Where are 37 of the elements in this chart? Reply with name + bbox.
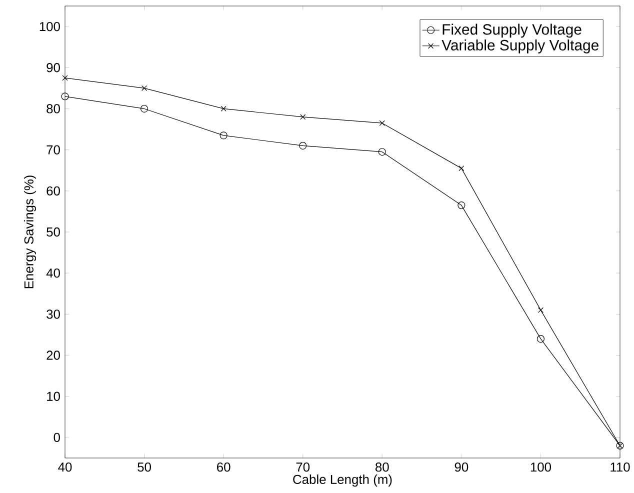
x-tick-label: 70 <box>296 462 310 472</box>
point <box>458 202 466 210</box>
y-tick-label: 0 <box>54 432 60 442</box>
x-tick-label: 90 <box>454 462 468 472</box>
y-tick-label: 60 <box>46 186 60 196</box>
point <box>62 75 68 81</box>
y-axis-title: Energy Savings (%) <box>24 176 36 288</box>
point <box>379 120 385 126</box>
point <box>536 335 545 343</box>
y-tick-label: 10 <box>47 392 60 401</box>
y-tick-label: 50 <box>46 227 60 237</box>
x-tick-label: 40 <box>58 462 72 472</box>
point <box>140 104 148 113</box>
point <box>458 166 464 172</box>
x-tick-label: 100 <box>530 462 552 472</box>
y-tick-label: 40 <box>46 268 60 278</box>
y-tick-label: 80 <box>46 104 60 114</box>
y-tick-label: 20 <box>46 350 60 360</box>
point <box>378 148 386 156</box>
y-tick-label: 90 <box>46 63 60 72</box>
y-tick-label: 70 <box>46 145 60 154</box>
legend-label: Variable Supply Voltage <box>442 40 598 54</box>
x-tick-label: 50 <box>138 462 151 472</box>
legend-label: Fixed Supply Voltage <box>442 24 582 38</box>
x-tick-label: 110 <box>610 462 630 472</box>
point <box>300 114 306 120</box>
point <box>61 92 69 100</box>
x-tick-label: 80 <box>376 462 389 472</box>
x-axis-title: Cable Length (m) <box>293 474 392 487</box>
x-tick-label: 60 <box>217 462 230 472</box>
point <box>220 106 226 112</box>
point <box>538 307 544 313</box>
point <box>142 85 148 91</box>
point <box>299 142 307 150</box>
y-tick-label: 100 <box>40 22 60 32</box>
point <box>220 132 228 140</box>
y-tick-label: 30 <box>46 310 60 319</box>
